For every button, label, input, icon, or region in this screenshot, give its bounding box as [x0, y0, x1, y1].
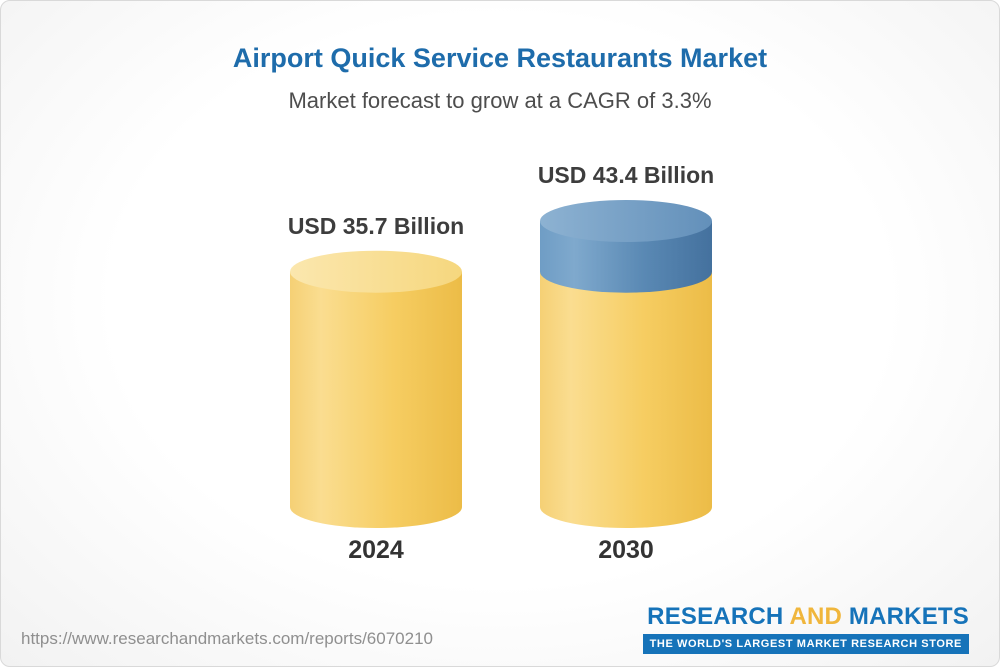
category-label-2030: 2030	[598, 536, 654, 564]
logo-word-and: AND	[789, 603, 843, 630]
bar-2024-segment-yellow	[290, 271, 462, 528]
bar-2024-top-ellipse	[290, 250, 462, 293]
logo-word-markets: MARKETS	[848, 603, 969, 630]
value-label-2024: USD 35.7 Billion	[287, 212, 465, 239]
bar-2030-segment-blue	[540, 221, 712, 293]
logo-word-research: RESEARCH	[647, 603, 784, 630]
bar-2030-segment-yellow	[540, 271, 712, 528]
researchandmarkets-logo: RESEARCH AND MARKETS THE WORLD'S LARGEST…	[642, 603, 969, 654]
chart-title: Airport Quick Service Restaurants Market	[232, 43, 768, 73]
category-label-2024: 2024	[348, 536, 404, 564]
logo-tagline: THE WORLD'S LARGEST MARKET RESEARCH STOR…	[642, 634, 969, 654]
value-label-2030: USD 43.4 Billion	[537, 162, 715, 188]
report-url: https://www.researchandmarkets.com/repor…	[21, 629, 433, 648]
chart-header: Airport Quick Service Restaurants Market…	[1, 1, 999, 114]
chart-subtitle: Market forecast to grow at a CAGR of 3.3…	[288, 88, 712, 113]
bar-2030-top-ellipse	[540, 200, 712, 242]
logo-wordmark: RESEARCH AND MARKETS	[643, 603, 969, 631]
